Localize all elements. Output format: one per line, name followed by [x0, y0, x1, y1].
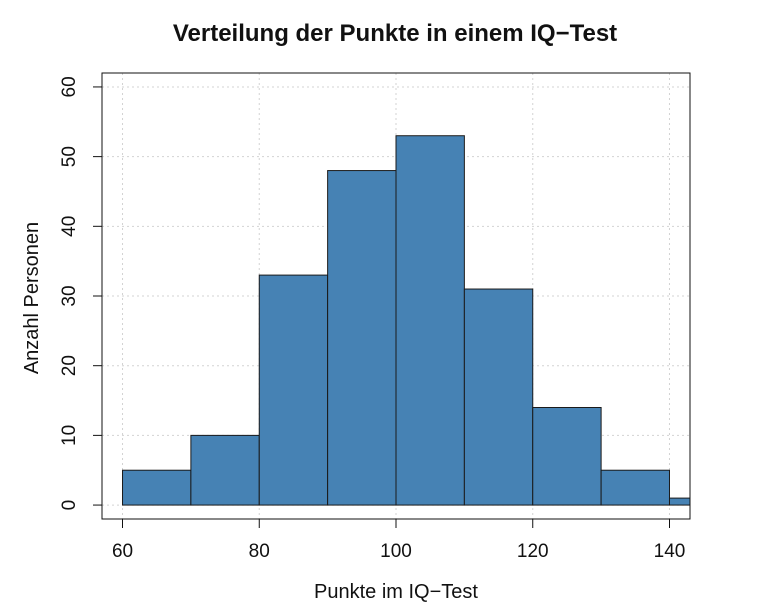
- histogram-bar-4: [395, 135, 465, 506]
- bars-layer: [122, 135, 690, 506]
- x-tick-label: 140: [654, 541, 686, 562]
- y-tick-label: 20: [59, 355, 80, 376]
- y-tick-label: 60: [59, 76, 80, 97]
- chart-title: Verteilung der Punkte in einem IQ−Test: [173, 20, 617, 47]
- y-tick-label: 40: [59, 216, 80, 237]
- x-tick-label: 100: [380, 541, 412, 562]
- histogram-bar-5: [463, 288, 534, 506]
- y-tick-label: 10: [59, 425, 80, 446]
- y-tick-label: 50: [59, 146, 80, 167]
- x-axis-title: Punkte im IQ−Test: [314, 581, 478, 603]
- histogram-bar-6: [532, 407, 602, 506]
- x-axis: 60 80 100 120 140: [112, 518, 686, 562]
- histogram-bar-2: [258, 274, 329, 506]
- histogram-bar-3: [327, 170, 397, 506]
- y-axis: 0 10 20 30 40 50 60: [59, 76, 103, 511]
- x-tick-label: 120: [517, 541, 549, 562]
- x-tick-label: 60: [112, 541, 133, 562]
- x-tick-label: 80: [249, 541, 270, 562]
- histogram-bar-8: [668, 497, 690, 506]
- y-tick-label: 0: [59, 500, 80, 511]
- y-axis-title: Anzahl Personen: [21, 222, 43, 374]
- histogram-bar-1: [190, 434, 260, 506]
- y-tick-label: 30: [59, 285, 80, 306]
- histogram-bar-7: [600, 469, 670, 506]
- histogram-bar-0: [122, 469, 192, 506]
